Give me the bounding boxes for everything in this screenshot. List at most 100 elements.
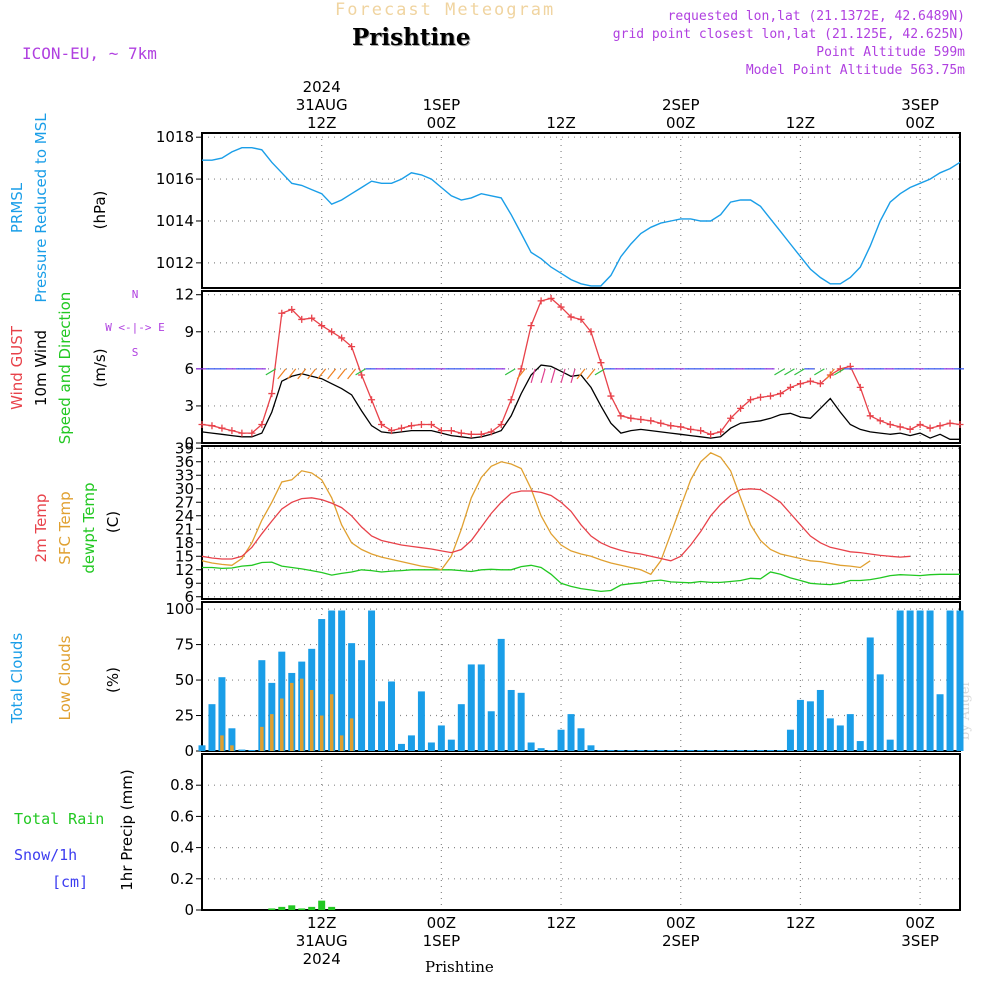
wind-gust-marker bbox=[866, 412, 874, 420]
total-cloud-bar bbox=[208, 704, 216, 751]
wind-gust-marker bbox=[916, 420, 924, 428]
wind-gust-marker bbox=[896, 423, 904, 431]
total-cloud-bar bbox=[447, 739, 455, 751]
total-cloud-bar bbox=[417, 691, 425, 751]
wind-gust-marker bbox=[517, 365, 525, 373]
wind-gust-marker bbox=[757, 393, 765, 401]
total-cloud-bar bbox=[667, 750, 675, 751]
model-point-altitude: Model Point Altitude 563.75m bbox=[745, 63, 965, 78]
low-cloud-bar bbox=[349, 718, 354, 751]
wind-gust-marker bbox=[547, 294, 555, 302]
wind-direction-arrow bbox=[794, 368, 805, 376]
y-tick-label: 3 bbox=[184, 397, 194, 415]
total-cloud-bar bbox=[836, 725, 844, 751]
wind-gust-marker bbox=[527, 322, 535, 330]
y-tick-label: 15 bbox=[175, 547, 194, 565]
wind-gust-marker bbox=[617, 412, 625, 420]
low-cloud-bar bbox=[290, 682, 294, 751]
wind-gust-marker bbox=[677, 423, 685, 431]
time-axis-bottom-label: 31AUG bbox=[296, 932, 348, 950]
wind-label-gust: Wind GUST bbox=[8, 325, 26, 410]
wind-gust-marker bbox=[358, 371, 366, 379]
wind-gust-marker bbox=[238, 429, 246, 437]
total-cloud-bar bbox=[816, 689, 824, 751]
rain-bar bbox=[308, 906, 316, 910]
rain-bar bbox=[268, 908, 276, 910]
wind-direction-arrow bbox=[586, 368, 596, 380]
total-cloud-bar bbox=[707, 750, 715, 751]
low-cloud-bar bbox=[260, 726, 264, 751]
product-title: Forecast Meteogram bbox=[335, 0, 556, 20]
time-axis-top-label: 00Z bbox=[666, 114, 695, 132]
time-axis-bottom-label: 1SEP bbox=[423, 932, 461, 950]
wind-gust-marker bbox=[806, 377, 814, 385]
dewpoint-series-line bbox=[202, 561, 960, 593]
total-cloud-bar bbox=[727, 750, 735, 751]
panel-frame-wind bbox=[201, 290, 961, 444]
total-cloud-bar bbox=[318, 619, 326, 751]
wind-gust-marker bbox=[537, 297, 545, 305]
y-tick-label: 6 bbox=[184, 588, 194, 606]
low-cloud-bar bbox=[220, 735, 224, 751]
total-cloud-bar bbox=[687, 750, 695, 751]
pressure-label-desc: Pressure Reduced to MSL bbox=[32, 113, 50, 303]
y-tick-label: 1014 bbox=[156, 212, 194, 230]
total-cloud-bar bbox=[876, 674, 884, 751]
wind-gust-marker bbox=[796, 380, 804, 388]
wind-gust-marker bbox=[876, 417, 884, 425]
rain-bar bbox=[288, 905, 296, 910]
low-cloud-bar bbox=[270, 714, 274, 751]
total-cloud-bar bbox=[747, 750, 755, 751]
total-cloud-bar bbox=[677, 750, 685, 751]
wind-gust-marker bbox=[747, 396, 755, 404]
wind-gust-marker bbox=[268, 390, 276, 398]
total-cloud-bar bbox=[717, 750, 725, 751]
total-cloud-bar bbox=[627, 750, 635, 751]
wind-direction-arrow bbox=[825, 368, 835, 380]
temp-2m-series-line bbox=[201, 488, 911, 562]
rain-bar bbox=[298, 908, 306, 910]
wind-gust-marker bbox=[607, 392, 615, 400]
y-tick-label: 0 bbox=[184, 742, 194, 760]
total-cloud-bar bbox=[786, 729, 794, 751]
time-axis-bottom-label: 12Z bbox=[546, 914, 575, 932]
wind-gust-marker bbox=[487, 428, 495, 436]
wind-gust-marker bbox=[557, 303, 565, 311]
wind-gust-marker bbox=[697, 427, 705, 435]
time-axis-bottom-label: 12Z bbox=[307, 914, 336, 932]
y-tick-label: 9 bbox=[184, 574, 194, 592]
y-tick-label: 12 bbox=[175, 561, 194, 579]
time-axis-bottom-label: 00Z bbox=[427, 914, 456, 932]
wind-direction-arrow bbox=[570, 368, 576, 384]
low-cloud-bar bbox=[230, 745, 234, 751]
direction-legend-we: W <-|-> E bbox=[105, 321, 165, 334]
wind-direction-arrow bbox=[287, 368, 297, 380]
total-cloud-bar bbox=[697, 750, 705, 751]
time-axis-top-label: 1SEP bbox=[423, 96, 461, 114]
rain-bar bbox=[328, 906, 336, 910]
precip-label-snow-units: [cm] bbox=[52, 873, 88, 891]
low-cloud-bar bbox=[299, 678, 304, 751]
wind-gust-marker bbox=[368, 396, 376, 404]
wind-gust-marker bbox=[906, 425, 914, 433]
low-cloud-bar bbox=[280, 698, 284, 751]
direction-legend-s: S bbox=[132, 346, 139, 359]
total-cloud-bar bbox=[228, 728, 236, 751]
y-tick-label: 0.8 bbox=[170, 776, 194, 794]
wind-label-units: (m/s) bbox=[91, 348, 109, 387]
wind-gust-marker bbox=[856, 383, 864, 391]
panel-frame-precip bbox=[201, 753, 961, 911]
y-tick-label: 24 bbox=[175, 507, 194, 525]
low-cloud-bar bbox=[329, 694, 334, 751]
pressure-series-line bbox=[202, 146, 961, 287]
wind-direction-arrow bbox=[355, 368, 366, 376]
total-cloud-bar bbox=[647, 750, 655, 751]
total-cloud-bar bbox=[507, 689, 515, 751]
wind-gust-marker bbox=[228, 427, 236, 435]
wind-label-direction: Speed and Direction bbox=[56, 292, 74, 445]
wind-direction-arrow bbox=[594, 368, 606, 376]
wind-direction-arrow bbox=[540, 368, 546, 384]
location-title: Prishtine bbox=[352, 24, 471, 51]
low-cloud-bar bbox=[309, 689, 314, 751]
total-cloud-bar bbox=[248, 750, 256, 751]
